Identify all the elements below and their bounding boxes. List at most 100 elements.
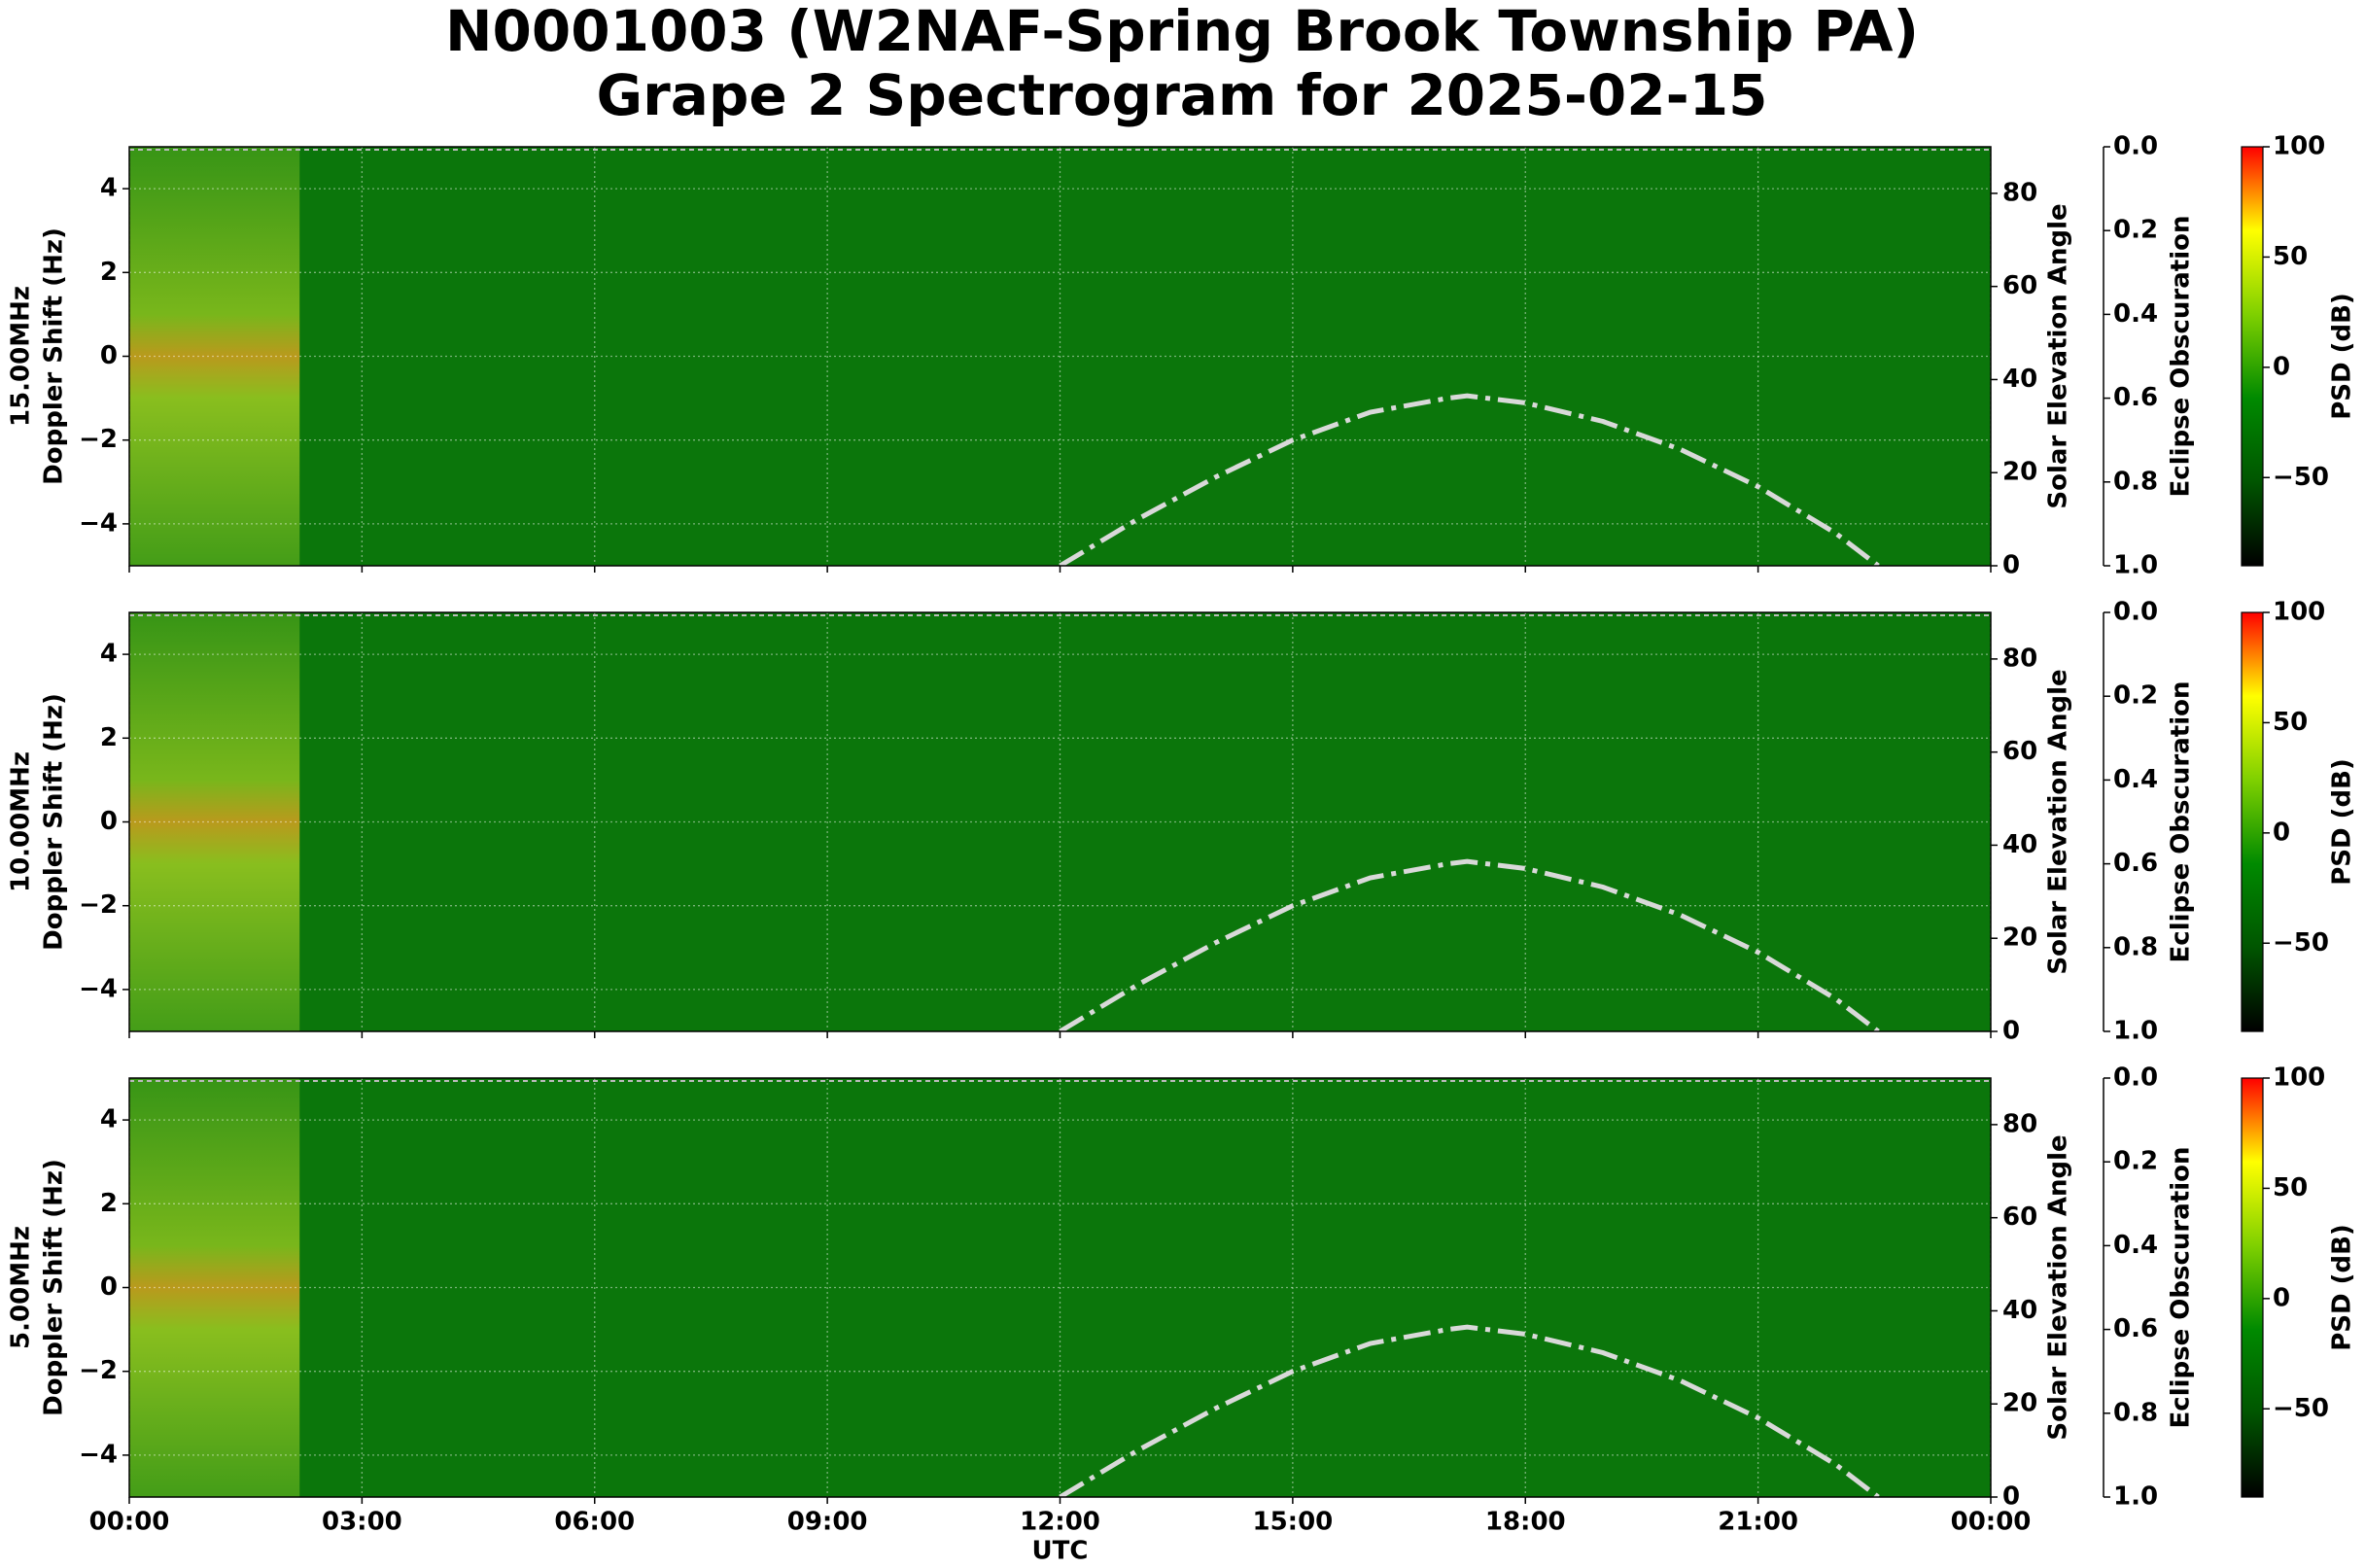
y-tick-label: 0 (100, 1272, 118, 1302)
colorbar (2241, 146, 2264, 567)
spectrogram-background (129, 147, 1991, 566)
spectrogram-noisy-region (129, 612, 300, 1031)
frequency-label: 5.00MHz (7, 1226, 36, 1349)
x-tick-label: 18:00 (1485, 1508, 1566, 1537)
colorbar-tick-label: 100 (2273, 598, 2325, 627)
colorbar (2241, 1077, 2264, 1498)
y3-tick-label: 1.0 (2113, 1482, 2158, 1512)
y-tick-label: 4 (100, 640, 118, 669)
colorbar-tick-label: −50 (2273, 928, 2329, 958)
spectrogram-background (129, 1078, 1991, 1497)
spectrogram-noisy-region (129, 1078, 300, 1497)
colorbar-label: PSD (dB) (2328, 1224, 2357, 1351)
y3-tick-label: 0.8 (2113, 467, 2158, 496)
y3-tick-label: 1.0 (2113, 1017, 2158, 1046)
x-tick-label: 03:00 (322, 1508, 402, 1537)
colorbar-tick-label: 100 (2273, 1063, 2325, 1093)
y-tick-label: 0 (100, 807, 118, 836)
y2-tick-label: 20 (2002, 923, 2037, 953)
colorbar-tick-label: 0 (2273, 1283, 2290, 1312)
y2-tick-label: 80 (2002, 1109, 2037, 1138)
y3-tick-label: 0.0 (2113, 132, 2158, 161)
colorbar-tick-label: 0 (2273, 352, 2290, 381)
y2-tick-label: 60 (2002, 1202, 2037, 1232)
y3-tick-label: 0.2 (2113, 681, 2158, 711)
spectrogram-background (129, 612, 1991, 1031)
y2-axis-label: Solar Elevation Angle (2044, 1134, 2073, 1440)
y2-tick-label: 80 (2002, 178, 2037, 207)
y-tick-label: −2 (79, 1356, 118, 1385)
y3-tick-label: 0.4 (2113, 299, 2158, 329)
x-axis-label: UTC (1032, 1537, 1089, 1566)
y2-tick-label: 20 (2002, 458, 2037, 487)
colorbar-tick-label: 50 (2273, 242, 2308, 271)
colorbar-tick-label: 100 (2273, 132, 2325, 161)
y-axis-label: Doppler Shift (Hz) (40, 1159, 69, 1416)
y-tick-label: 2 (100, 1189, 118, 1218)
y-tick-label: −4 (79, 508, 118, 538)
y3-tick-label: 0.2 (2113, 1147, 2158, 1176)
frequency-label: 15.00MHz (7, 286, 36, 427)
y2-tick-label: 60 (2002, 737, 2037, 766)
y2-tick-label: 60 (2002, 271, 2037, 300)
x-tick-label: 00:00 (89, 1508, 170, 1537)
y3-tick-label: 0.4 (2113, 1231, 2158, 1260)
chart-subtitle: Grape 2 Spectrogram for 2025-02-15 (597, 62, 1768, 128)
colorbar-tick-label: 50 (2273, 708, 2308, 737)
solar-elevation-line (1059, 858, 1880, 1031)
y3-tick-label: 0.6 (2113, 849, 2158, 878)
y3-tick-label: 0.0 (2113, 1063, 2158, 1093)
colorbar-tick-label: −50 (2273, 463, 2329, 492)
spectrogram-noisy-region (129, 147, 300, 566)
y-tick-label: −4 (79, 1440, 118, 1469)
x-tick-label: 00:00 (1951, 1508, 2032, 1537)
y3-tick-label: 1.0 (2113, 551, 2158, 580)
colorbar-label: PSD (dB) (2328, 758, 2357, 886)
y2-tick-label: 0 (2002, 551, 2020, 580)
colorbar-tick-label: −50 (2273, 1394, 2329, 1423)
y-tick-label: 2 (100, 258, 118, 287)
y-tick-label: −4 (79, 974, 118, 1003)
y-axis-label: Doppler Shift (Hz) (40, 693, 69, 951)
y-tick-label: −2 (79, 890, 118, 920)
y2-tick-label: 0 (2002, 1017, 2020, 1046)
y2-tick-label: 0 (2002, 1482, 2020, 1512)
x-tick-label: 15:00 (1252, 1508, 1333, 1537)
x-tick-label: 12:00 (1020, 1508, 1100, 1537)
colorbar-label: PSD (dB) (2328, 293, 2357, 420)
y-tick-label: 4 (100, 174, 118, 203)
y2-tick-label: 40 (2002, 1296, 2037, 1325)
y-tick-label: −2 (79, 425, 118, 454)
chart-title: N0001003 (W2NAF-Spring Brook Township PA… (445, 0, 1919, 64)
y3-axis-label: Eclipse Obscuration (2167, 216, 2196, 498)
plot-frame (128, 1077, 1992, 1498)
y2-tick-label: 40 (2002, 365, 2037, 394)
x-tick-label: 21:00 (1718, 1508, 1798, 1537)
y3-tick-label: 0.6 (2113, 1314, 2158, 1343)
y2-axis-label: Solar Elevation Angle (2044, 203, 2073, 508)
colorbar (2241, 611, 2264, 1032)
plot-frame (128, 146, 1992, 567)
colorbar-tick-label: 50 (2273, 1173, 2308, 1202)
y3-tick-label: 0.0 (2113, 598, 2158, 627)
colorbar-tick-label: 0 (2273, 818, 2290, 847)
y2-tick-label: 20 (2002, 1389, 2037, 1418)
y3-tick-label: 0.8 (2113, 1398, 2158, 1427)
y-axis-label: Doppler Shift (Hz) (40, 227, 69, 485)
y3-tick-label: 0.8 (2113, 932, 2158, 961)
solar-elevation-line (1059, 1324, 1880, 1497)
y-tick-label: 4 (100, 1105, 118, 1134)
y2-axis-label: Solar Elevation Angle (2044, 669, 2073, 974)
y3-axis-label: Eclipse Obscuration (2167, 1147, 2196, 1429)
y-tick-label: 0 (100, 341, 118, 370)
y3-tick-label: 0.2 (2113, 216, 2158, 245)
x-tick-label: 06:00 (554, 1508, 635, 1537)
frequency-label: 10.00MHz (7, 751, 36, 892)
y2-tick-label: 80 (2002, 644, 2037, 673)
x-tick-label: 09:00 (787, 1508, 868, 1537)
y3-axis-label: Eclipse Obscuration (2167, 681, 2196, 963)
solar-elevation-line (1059, 393, 1880, 566)
y3-tick-label: 0.4 (2113, 765, 2158, 794)
y3-tick-label: 0.6 (2113, 383, 2158, 412)
